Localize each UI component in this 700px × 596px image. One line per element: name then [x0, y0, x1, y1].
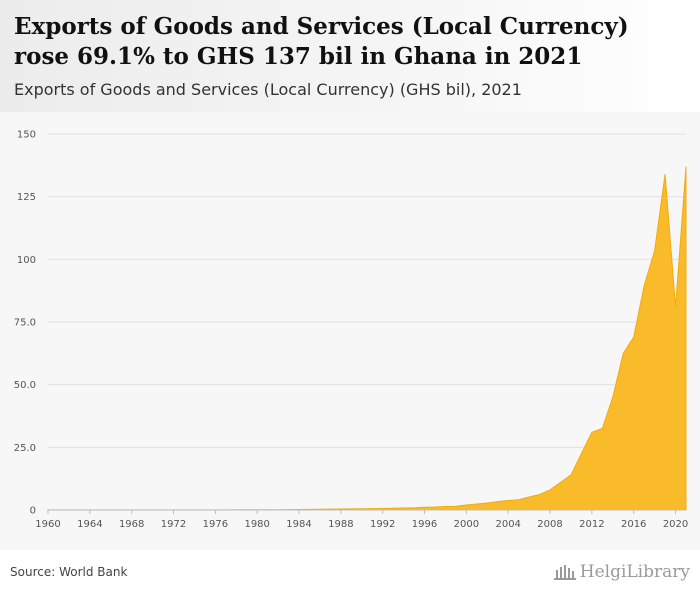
data-point [361, 508, 363, 510]
data-point [455, 505, 457, 507]
chart-subtitle: Exports of Goods and Services (Local Cur… [14, 80, 522, 99]
data-point [486, 502, 488, 504]
x-tick-label: 1972 [161, 519, 186, 530]
x-tick-label: 1960 [35, 519, 60, 530]
data-point [539, 493, 541, 495]
x-axis: 1960 1964 1968 1972 1976 1980 1984 1988 1992 1996… [35, 509, 688, 530]
footer [0, 550, 700, 596]
library-building-icon [553, 565, 576, 580]
data-point [434, 506, 436, 508]
data-point [675, 306, 677, 308]
y-tick-label: 150 [17, 130, 36, 141]
y-tick-label: 25.0 [14, 443, 36, 454]
data-point [570, 474, 572, 476]
area-series-fill [47, 166, 687, 511]
data-point [580, 453, 582, 455]
x-tick-label: 1996 [412, 519, 437, 530]
data-point [591, 431, 593, 433]
x-tick-label: 2020 [663, 519, 688, 530]
x-tick-label: 2012 [579, 519, 604, 530]
chart-title: Exports of Goods and Services (Local Cur… [14, 13, 629, 70]
y-tick-label: 75.0 [14, 318, 36, 329]
x-tick-label: 1968 [119, 519, 144, 530]
x-tick-label: 2016 [621, 519, 646, 530]
data-point [413, 507, 415, 509]
x-tick-label: 1980 [244, 519, 269, 530]
header-bar [0, 0, 700, 112]
area-series [47, 166, 687, 511]
data-point [622, 352, 624, 354]
x-tick-label: 2004 [495, 519, 520, 530]
logo-text: HelgiLibrary [579, 562, 690, 582]
data-point [371, 508, 373, 510]
data-point [476, 503, 478, 505]
data-point [403, 507, 405, 509]
data-point [643, 285, 645, 287]
x-tick-label: 1976 [203, 519, 228, 530]
y-tick-label: 50.0 [14, 380, 36, 391]
x-tick-label: 2000 [454, 519, 479, 530]
data-point [559, 481, 561, 483]
data-point [518, 499, 520, 501]
data-point [497, 500, 499, 502]
data-point [664, 173, 666, 175]
x-tick-label: 1992 [370, 519, 395, 530]
data-point [528, 496, 530, 498]
data-point [654, 250, 656, 252]
data-point [601, 428, 603, 430]
data-point [685, 166, 687, 168]
helgilibrary-logo[interactable]: HelgiLibrary [553, 562, 690, 582]
data-point [465, 504, 467, 506]
data-point [633, 336, 635, 338]
data-point [549, 489, 551, 491]
x-tick-label: 1964 [77, 519, 102, 530]
y-tick-label: 125 [17, 192, 36, 203]
data-point [612, 396, 614, 398]
data-point [424, 506, 426, 508]
y-tick-label: 100 [17, 255, 36, 266]
y-axis: 0 25.0 50.0 75.0 100 125 150 [14, 130, 36, 517]
x-tick-label: 2008 [537, 519, 562, 530]
data-point [507, 499, 509, 501]
x-tick-label: 1988 [328, 519, 353, 530]
data-point [382, 508, 384, 510]
data-point [392, 507, 394, 509]
data-point [444, 505, 446, 507]
x-tick-label: 1984 [286, 519, 311, 530]
source-label: Source: World Bank [10, 565, 128, 579]
y-tick-label: 0 [30, 506, 36, 517]
